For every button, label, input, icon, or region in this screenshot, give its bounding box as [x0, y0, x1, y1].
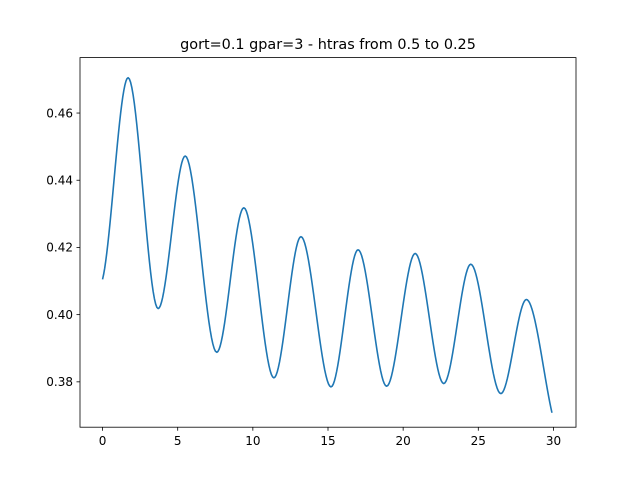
- x-axis: 0 5 10 15 20 25 30: [99, 427, 561, 448]
- y-tick-label: 0.44: [46, 174, 73, 188]
- y-axis: 0.38 0.40 0.42 0.44 0.46: [46, 106, 80, 389]
- y-tick-label: 0.38: [46, 375, 73, 389]
- x-tick-label: 30: [546, 434, 561, 448]
- y-tick-label: 0.42: [46, 241, 73, 255]
- plot-area: [101, 76, 553, 413]
- chart-title: gort=0.1 gpar=3 - htras from 0.5 to 0.25: [180, 37, 476, 53]
- x-tick-label: 25: [471, 434, 486, 448]
- x-tick-label: 5: [174, 434, 182, 448]
- x-tick-label: 10: [245, 434, 260, 448]
- x-tick-label: 15: [320, 434, 335, 448]
- x-tick-label: 20: [396, 434, 411, 448]
- y-tick-label: 0.40: [46, 308, 73, 322]
- series-line: [101, 76, 553, 413]
- y-tick-label: 0.46: [46, 106, 73, 120]
- x-tick-label: 0: [99, 434, 107, 448]
